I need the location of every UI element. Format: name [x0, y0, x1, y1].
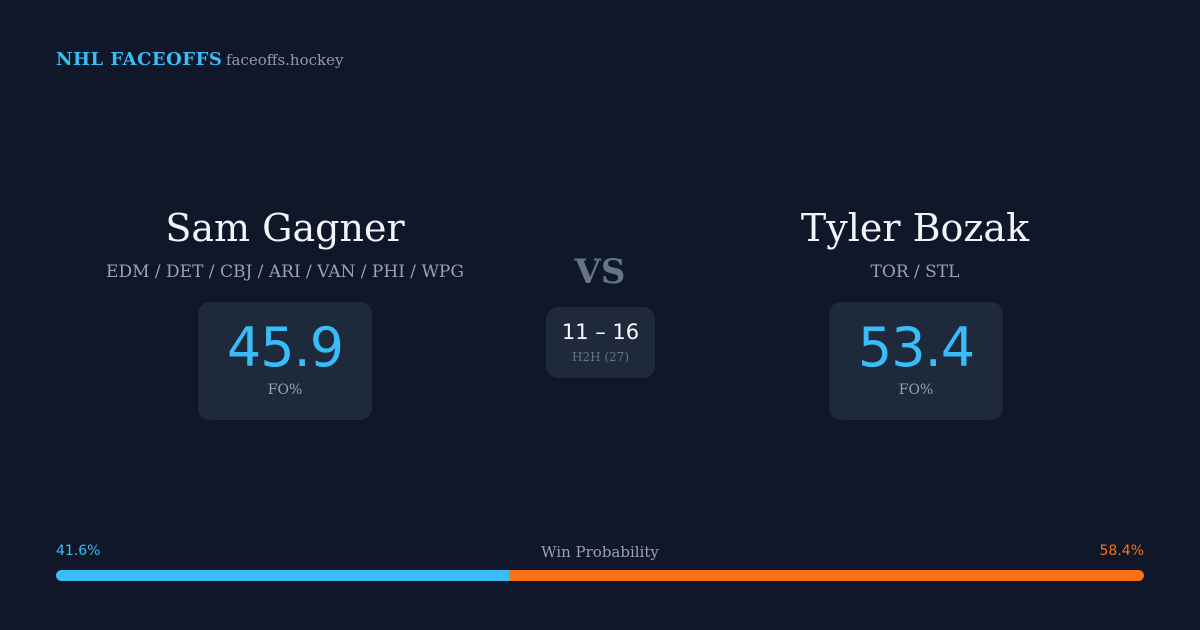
win-prob-segment	[508, 570, 1144, 581]
fo-value: 45.9	[226, 316, 344, 379]
h2h-label: H2H (27)	[571, 350, 629, 364]
h2h-card: 11 – 16 H2H (27)	[546, 307, 655, 378]
fo-label: FO%	[898, 382, 934, 398]
h2h-score: 11 – 16	[561, 320, 640, 344]
site-url: faceoffs.hockey	[226, 51, 344, 69]
win-prob-title: Win Probability	[541, 543, 659, 561]
vs-label: VS	[574, 252, 626, 292]
win-prob-right: 58.4%	[1099, 543, 1144, 559]
win-prob-segment	[56, 570, 509, 581]
fo-card: 45.9 FO%	[198, 302, 372, 420]
player-name: Tyler Bozak	[800, 206, 1030, 250]
player-name: Sam Gagner	[165, 206, 405, 250]
player-teams: EDM / DET / CBJ / ARI / VAN / PHI / WPG	[106, 262, 464, 282]
fo-value: 53.4	[857, 316, 975, 379]
player-teams: TOR / STL	[870, 262, 960, 282]
brand: NHL FACEOFFS	[56, 49, 223, 70]
win-prob-bar	[56, 570, 1144, 581]
fo-card: 53.4 FO%	[829, 302, 1003, 420]
fo-label: FO%	[267, 382, 303, 398]
win-prob-left: 41.6%	[56, 543, 101, 559]
